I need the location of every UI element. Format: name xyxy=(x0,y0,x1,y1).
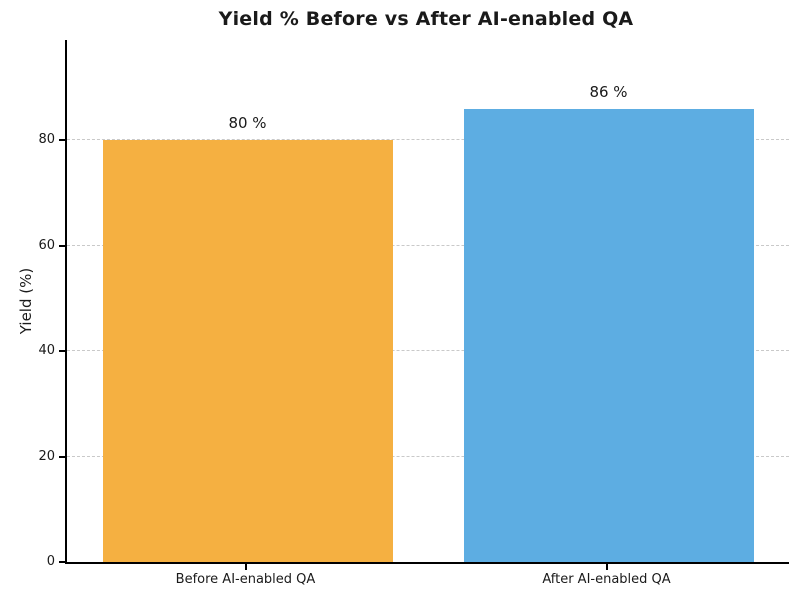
bar-after xyxy=(463,108,754,562)
gridline-y80 xyxy=(67,139,789,141)
y-tick-label-20: 20 xyxy=(38,448,55,464)
y-tick-mark-40 xyxy=(59,350,65,353)
bar-value-label-before: 80 % xyxy=(228,114,267,133)
x-tick-label-after: After AI-enabled QA xyxy=(542,572,671,587)
y-tick-mark-0 xyxy=(59,561,65,563)
bar-value-label-after: 86 % xyxy=(589,82,628,101)
x-tick-label-before: Before AI-enabled QA xyxy=(175,572,316,587)
y-tick-label-40: 40 xyxy=(38,343,55,359)
y-tick-label-80: 80 xyxy=(38,132,55,148)
x-tick-mark-2 xyxy=(605,564,608,570)
y-tick-label-0: 0 xyxy=(46,554,55,569)
plot-area: 80 % 86 % xyxy=(65,40,789,564)
gridline-y60 xyxy=(67,244,789,246)
gridline-y40 xyxy=(67,350,789,352)
x-tick-mark-1 xyxy=(244,564,247,570)
y-tick-mark-60 xyxy=(59,244,65,247)
y-tick-label-60: 60 xyxy=(38,237,55,253)
y-tick-mark-20 xyxy=(59,455,65,458)
y-tick-mark-80 xyxy=(59,139,65,142)
gridline-y20 xyxy=(67,455,789,457)
y-axis-label: Yield (%) xyxy=(17,267,35,335)
chart-title: Yield % Before vs After AI-enabled QA xyxy=(218,8,634,30)
bar-before xyxy=(102,140,393,562)
